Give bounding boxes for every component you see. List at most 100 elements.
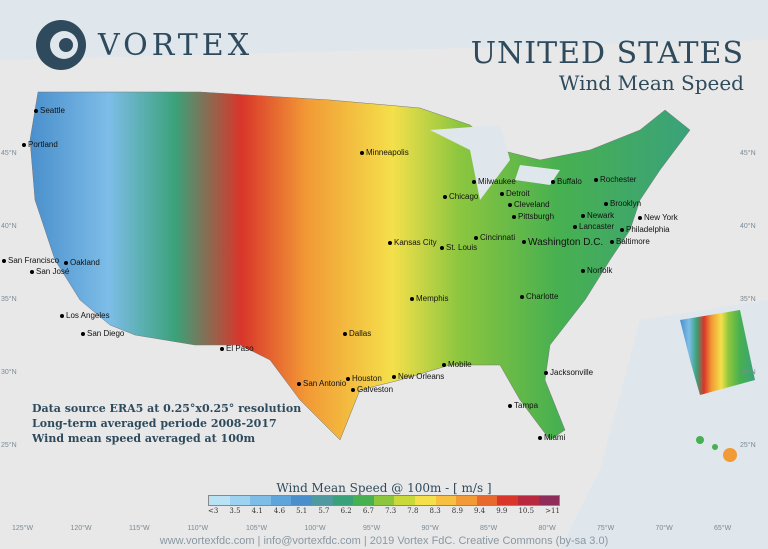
legend-tick: 4.1 [251,507,263,515]
legend-tick: >11 [545,507,560,515]
legend-swatch [497,496,518,505]
city-label: San José [30,267,69,276]
longitude-label: 100°W [304,525,326,532]
longitude-label: 70°W [655,525,673,532]
legend-swatch [311,496,333,505]
legend-title: Wind Mean Speed @ 100m - [ m/s ] [276,481,492,495]
city-label: Memphis [410,294,448,303]
legend-tick: 5.1 [296,507,308,515]
map-title: UNITED STATES Wind Mean Speed [471,38,744,96]
longitude-label: 85°W [480,525,498,532]
city-label: Cleveland [508,200,550,209]
longitude-label: 90°W [421,525,439,532]
city-label: Galveston [351,385,393,394]
legend-tick: 3.5 [229,507,241,515]
city-label: Oakland [64,258,100,267]
legend-swatch [476,496,498,505]
legend-color-bar [208,495,560,506]
latitude-label: 40°N [740,223,756,230]
latitude-label: 35°N [740,296,756,303]
longitude-label: 75°W [597,525,615,532]
city-label: El Paso [220,344,254,353]
longitude-label: 95°W [363,525,381,532]
hawaii-inset [696,436,737,462]
legend: Wind Mean Speed @ 100m - [ m/s ] <3 3.5 4.… [208,481,560,515]
legend-swatch [291,496,312,505]
city-label: Los Angeles [60,311,110,320]
legend-tick: 9.9 [496,507,508,515]
longitude-label: 110°W [187,525,209,532]
legend-swatch [270,496,292,505]
city-label: Cincinnati [474,233,515,242]
legend-swatch [456,496,477,505]
city-label: New York [638,213,678,222]
city-label: Detroit [500,189,530,198]
city-label: Brooklyn [604,199,641,208]
legend-swatch [332,496,354,505]
legend-tick: 9.4 [474,507,486,515]
legend-tick: 5.7 [318,507,330,515]
legend-tick: 8.9 [451,507,463,515]
footer: www.vortexfdc.com | info@vortexfdc.com |… [159,535,609,547]
city-label: Charlotte [520,292,558,301]
legend-swatch [250,496,271,505]
city-label: Baltimore [610,237,650,246]
city-label: Rochester [594,175,636,184]
alaska-inset [680,310,755,395]
info-line: Long-term averaged periode 2008-2017 [32,417,277,430]
subtitle: Wind Mean Speed [558,71,744,95]
legend-swatch [229,496,251,505]
city-label: New Orleans [392,372,444,381]
city-label: Pittsburgh [512,212,554,221]
city-label: Kansas City [388,238,437,247]
city-label: Portland [22,140,58,149]
city-label: St. Louis [440,243,477,252]
city-label: Milwaukee [472,177,516,186]
latitude-label: 45°N [1,150,17,157]
city-label: Norfolk [581,266,612,275]
city-label: Houston [346,374,382,383]
legend-tick: <3 [208,507,219,515]
longitude-label: 65°W [714,525,732,532]
legend-swatch [414,496,436,505]
city-label: Jacksonville [544,368,593,377]
latitude-label: 45°N [740,150,756,157]
latitude-label: 25°N [1,442,17,449]
city-label: Newark [581,211,614,220]
vortex-logo: VORTEX [34,18,253,72]
city-label: Buffalo [551,177,582,186]
city-label: Dallas [343,329,371,338]
legend-ticks: <3 3.5 4.1 4.6 5.1 5.7 6.2 6.7 7.3 7.8 8.3 8.9 9.4 9.… [208,507,560,515]
latitude-label: 30°N [1,369,17,376]
legend-swatch [435,496,457,505]
longitude-label: 80°W [538,525,556,532]
latitude-label: 40°N [1,223,17,230]
legend-swatch [209,496,230,505]
legend-tick: 7.3 [385,507,397,515]
latitude-label: 30°N [740,369,756,376]
legend-tick: 6.2 [340,507,352,515]
city-label: Seattle [34,106,65,115]
legend-swatch [353,496,374,505]
latitude-label: 25°N [740,442,756,449]
legend-swatch [373,496,395,505]
great-lakes [430,125,560,200]
city-washington-dc: Washington D.C. [522,237,603,248]
city-label: Minneapolis [360,148,409,157]
city-label: Miami [538,433,565,442]
info-line: Data source ERA5 at 0.25°x0.25° resoluti… [32,402,302,415]
longitude-label: 120°W [70,525,92,532]
logo-text: VORTEX [98,27,254,63]
info-line: Wind mean speed averaged at 100m [32,432,256,445]
city-label: Chicago [443,192,478,201]
legend-swatch [517,496,539,505]
longitude-label: 115°W [129,525,150,532]
longitude-label: 105°W [246,525,268,532]
city-label: Tampa [508,401,538,410]
city-label: San Francisco [2,256,59,265]
city-label: Lancaster [573,222,614,231]
legend-swatch [538,496,560,505]
legend-tick: 6.7 [362,507,374,515]
legend-tick: 10.5 [518,507,535,515]
